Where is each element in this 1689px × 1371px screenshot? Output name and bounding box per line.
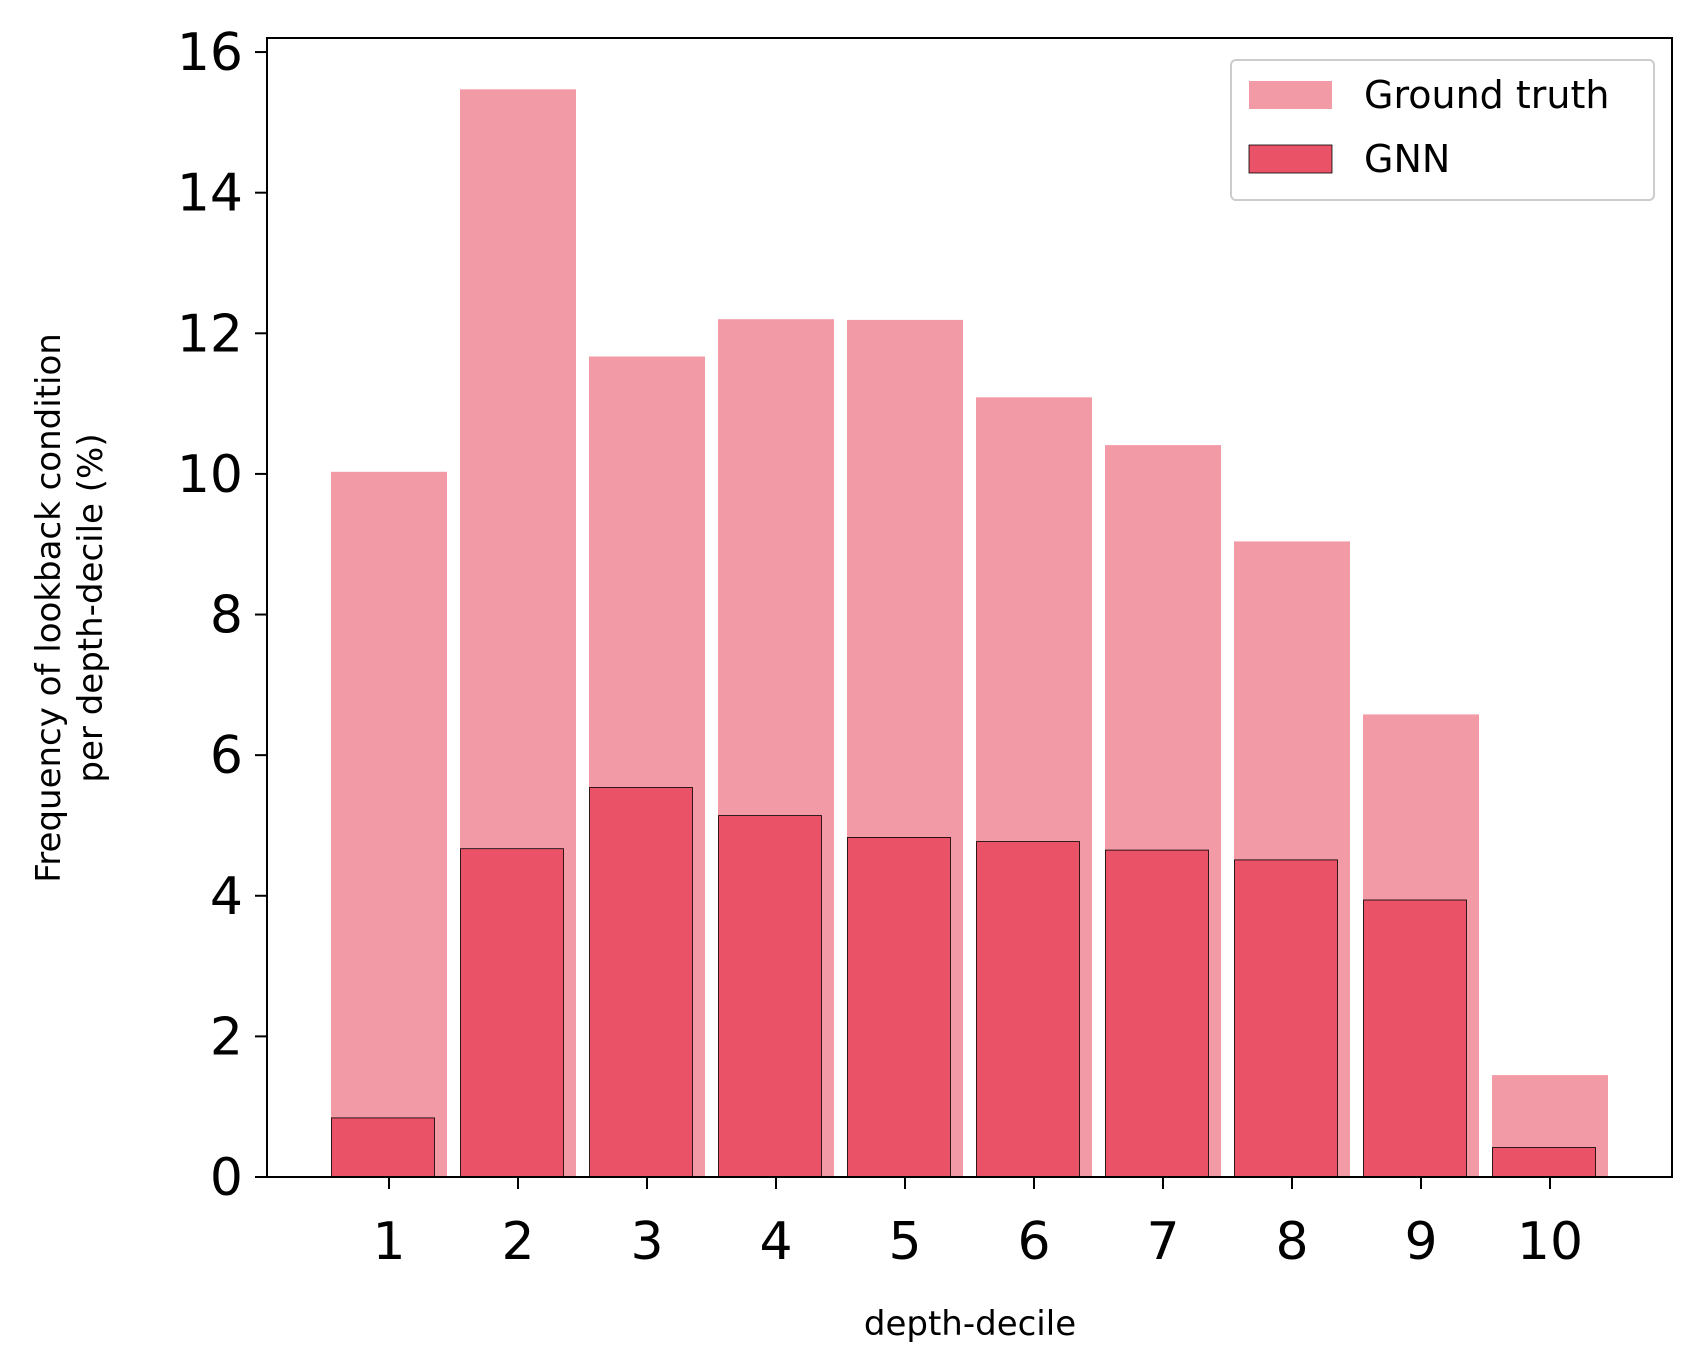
legend: Ground truth GNN [1230,59,1655,201]
y-tick-label-8: 8 [210,586,243,646]
bar-gnn-7 [1105,849,1209,1178]
x-tick-label-3: 3 [630,1212,663,1272]
legend-swatch-ground-truth [1249,81,1332,109]
y-tick-label-16: 16 [177,23,243,83]
legend-swatch-gnn [1248,144,1333,174]
x-tick-label-7: 7 [1146,1212,1179,1272]
x-tick-label-2: 2 [501,1212,534,1272]
y-axis-label-line-2: per depth-decile (%) [71,433,111,782]
legend-frame [1230,59,1655,201]
y-tick-label-12: 12 [177,304,243,364]
bar-ground-truth-1 [331,471,447,1177]
legend-label-ground-truth: Ground truth [1364,73,1609,117]
bar-gnn-10 [1492,1147,1596,1178]
x-tick-label-6: 6 [1017,1212,1050,1272]
legend-label-gnn: GNN [1364,137,1450,181]
y-tick-label-2: 2 [210,1007,243,1067]
bar-gnn-4 [718,815,822,1178]
y-axis-label-line-1: Frequency of lookback condition [29,333,69,883]
x-tick-label-9: 9 [1404,1212,1437,1272]
x-tick-label-1: 1 [372,1212,405,1272]
bar-gnn-3 [589,787,693,1178]
bar-gnn-8 [1234,859,1338,1178]
bar-gnn-5 [847,837,951,1178]
bars-layer [331,89,1608,1178]
plot-frame [266,37,1673,1178]
y-tick-label-4: 4 [210,867,243,927]
x-tick-label-8: 8 [1275,1212,1308,1272]
y-tick-label-10: 10 [177,445,243,505]
y-tick-label-14: 14 [177,164,243,224]
y-tick-label-6: 6 [210,726,243,786]
x-tick-label-4: 4 [759,1212,792,1272]
bar-gnn-6 [976,841,1080,1178]
bar-gnn-2 [460,848,564,1178]
x-tick-label-5: 5 [888,1212,921,1272]
bar-gnn-9 [1363,899,1467,1178]
x-axis-label: depth-decile [864,1304,1076,1344]
y-tick-label-0: 0 [210,1148,243,1208]
bar-gnn-1 [331,1117,435,1178]
x-tick-label-10: 10 [1517,1212,1583,1272]
